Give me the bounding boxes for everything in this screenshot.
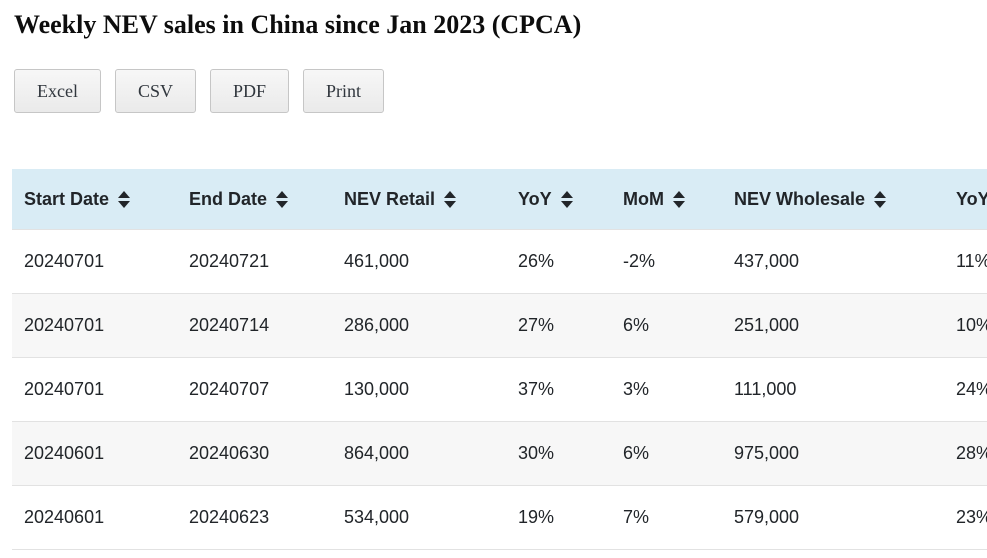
- cell-retail-yoy: 19%: [506, 485, 611, 551]
- cell-start-date: 20240701: [12, 229, 177, 294]
- column-header-nev-wholesale[interactable]: NEV Wholesale: [722, 169, 944, 230]
- cell-nev-retail: 864,000: [332, 421, 506, 486]
- table-body: 20240701 20240721 461,000 26% -2% 437,00…: [12, 229, 987, 551]
- csv-export-button[interactable]: CSV: [114, 69, 196, 114]
- excel-export-button[interactable]: Excel: [14, 69, 101, 114]
- cell-nev-wholesale: 251,000: [722, 293, 944, 358]
- cell-start-date: 20240701: [12, 293, 177, 358]
- cell-wholesale-yoy: 24%: [944, 357, 987, 422]
- cell-end-date: 20240630: [177, 421, 332, 486]
- sort-both-icon: [672, 190, 685, 208]
- cell-start-date: 20240701: [12, 357, 177, 422]
- cell-start-date: 20240601: [12, 485, 177, 551]
- column-header-nev-retail[interactable]: NEV Retail: [332, 169, 506, 230]
- cell-retail-yoy: 26%: [506, 229, 611, 294]
- column-header-start-date[interactable]: Start Date: [12, 169, 177, 230]
- page-title: Weekly NEV sales in China since Jan 2023…: [14, 10, 582, 39]
- cell-nev-wholesale: 975,000: [722, 421, 944, 486]
- header-row: Start Date End Date NEV Retail YoY MoM N…: [12, 169, 987, 230]
- cell-retail-yoy: 30%: [506, 421, 611, 486]
- cell-retail-mom: 6%: [611, 293, 722, 358]
- cell-nev-retail: 534,000: [332, 485, 506, 551]
- nev-sales-table: Start Date End Date NEV Retail YoY MoM N…: [12, 169, 987, 551]
- print-button[interactable]: Print: [303, 69, 385, 114]
- column-label: NEV Retail: [344, 188, 436, 209]
- cell-start-date: 20240601: [12, 421, 177, 486]
- cell-wholesale-yoy: 10%: [944, 293, 987, 358]
- table-row: 20240601 20240630 864,000 30% 6% 975,000…: [12, 421, 987, 486]
- cell-end-date: 20240721: [177, 229, 332, 294]
- table-row: 20240701 20240707 130,000 37% 3% 111,000…: [12, 357, 987, 422]
- cell-nev-wholesale: 579,000: [722, 485, 944, 551]
- column-header-end-date[interactable]: End Date: [177, 169, 332, 230]
- cell-nev-wholesale: 437,000: [722, 229, 944, 294]
- column-label: NEV Wholesale: [734, 188, 866, 209]
- cell-end-date: 20240623: [177, 485, 332, 551]
- table-row: 20240701 20240721 461,000 26% -2% 437,00…: [12, 229, 987, 294]
- cell-retail-mom: -2%: [611, 229, 722, 294]
- cell-wholesale-yoy: 11%: [944, 229, 987, 294]
- cell-retail-mom: 7%: [611, 485, 722, 551]
- sort-both-icon: [444, 190, 457, 208]
- pdf-export-button[interactable]: PDF: [210, 69, 290, 114]
- cell-retail-mom: 6%: [611, 421, 722, 486]
- column-label: YoY: [956, 188, 987, 209]
- table-row: 20240701 20240714 286,000 27% 6% 251,000…: [12, 293, 987, 358]
- cell-end-date: 20240707: [177, 357, 332, 422]
- sort-both-icon: [560, 190, 573, 208]
- cell-nev-retail: 461,000: [332, 229, 506, 294]
- cell-wholesale-yoy: 23%: [944, 485, 987, 551]
- cell-retail-yoy: 37%: [506, 357, 611, 422]
- column-header-wholesale-yoy[interactable]: YoY: [944, 169, 987, 230]
- sort-both-icon: [118, 190, 131, 208]
- cell-nev-retail: 130,000: [332, 357, 506, 422]
- cell-wholesale-yoy: 28%: [944, 421, 987, 486]
- cell-nev-wholesale: 111,000: [722, 357, 944, 422]
- cell-retail-yoy: 27%: [506, 293, 611, 358]
- cell-end-date: 20240714: [177, 293, 332, 358]
- table-header: Start Date End Date NEV Retail YoY MoM N…: [12, 169, 987, 230]
- cell-nev-retail: 286,000: [332, 293, 506, 358]
- column-header-retail-yoy[interactable]: YoY: [506, 169, 611, 230]
- column-label: Start Date: [24, 188, 110, 209]
- column-label: End Date: [189, 188, 268, 209]
- sort-both-icon: [276, 190, 289, 208]
- sort-both-icon: [874, 190, 887, 208]
- column-header-retail-mom[interactable]: MoM: [611, 169, 722, 230]
- cell-retail-mom: 3%: [611, 357, 722, 422]
- table-row: 20240601 20240623 534,000 19% 7% 579,000…: [12, 485, 987, 551]
- column-label: YoY: [518, 188, 552, 209]
- export-buttons-toolbar: Excel CSV PDF Print: [14, 69, 987, 114]
- column-label: MoM: [623, 188, 664, 209]
